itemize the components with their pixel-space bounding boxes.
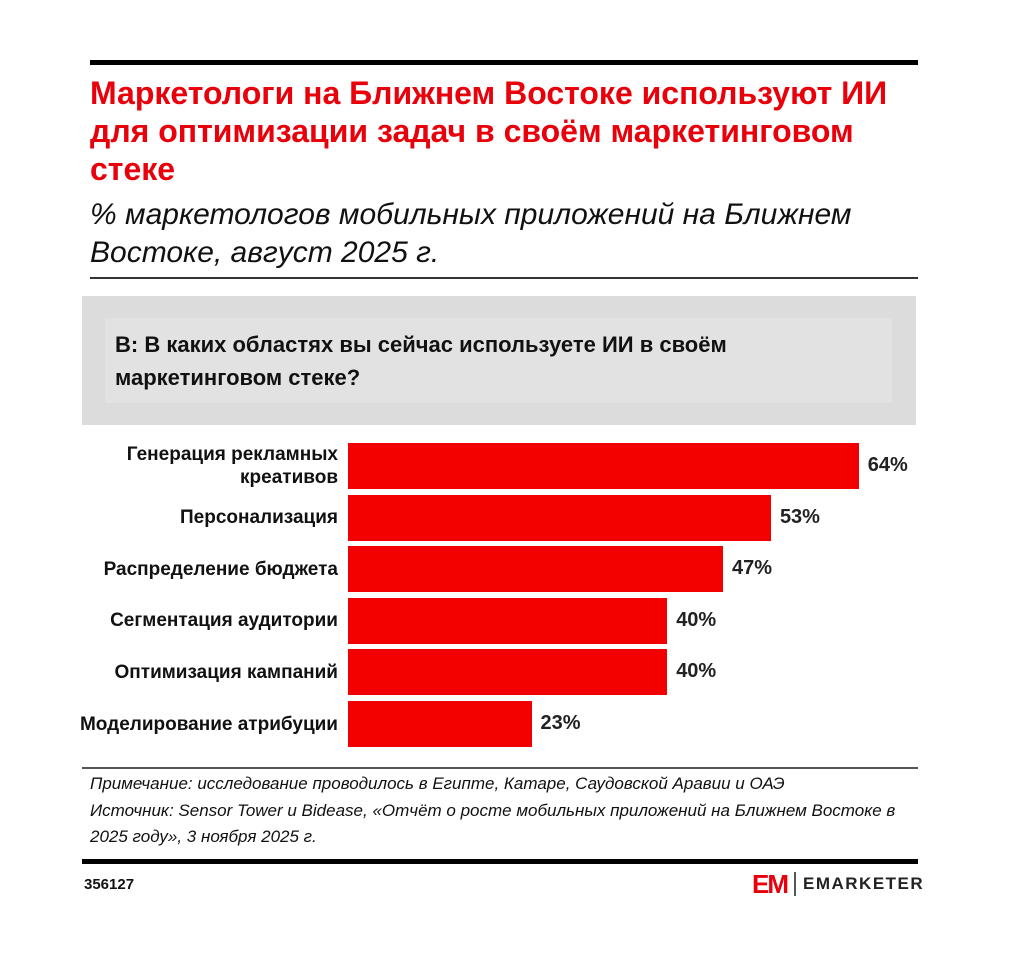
bar — [348, 701, 532, 747]
bar — [348, 597, 668, 644]
value-label: 64% — [867, 454, 908, 476]
bar — [348, 546, 724, 593]
category-label: Сегментация аудитории — [110, 610, 338, 632]
source: Источник: Sensor Tower и Bidease, «Отчёт… — [90, 800, 896, 847]
category-label: Персонализация — [179, 507, 338, 529]
top-rule — [90, 60, 918, 65]
category-label: Распределение бюджета — [103, 558, 338, 580]
divider — [90, 277, 918, 279]
category-label: Оптимизация кампаний — [114, 661, 338, 683]
bar — [348, 494, 771, 541]
survey-question: В: В каких областях вы сейчас использует… — [115, 332, 727, 390]
question-inner — [105, 318, 892, 403]
bottom-rule — [82, 859, 918, 864]
emarketer-logo: EM EMARKETER — [752, 868, 925, 899]
value-label: 23% — [540, 712, 581, 734]
category-label: Генерация рекламных креативов — [126, 444, 338, 488]
bar — [348, 649, 668, 696]
chart-subtitle: % маркетологов мобильных приложений на Б… — [90, 198, 852, 269]
chart-id: 356127 — [84, 876, 135, 893]
value-label: 40% — [676, 608, 717, 631]
chart-title: Маркетологи на Ближнем Востоке использую… — [90, 75, 888, 187]
note: Примечание: исследование проводилось в Е… — [90, 774, 785, 793]
logo-separator — [794, 872, 796, 896]
value-label: 53% — [779, 505, 820, 528]
bar — [348, 443, 859, 489]
divider — [82, 767, 918, 769]
logo-text: EMARKETER — [803, 874, 925, 893]
footnotes: Примечание: исследование проводилось в Е… — [90, 771, 920, 851]
value-label: 40% — [676, 660, 717, 683]
value-label: 47% — [732, 557, 773, 580]
category-label: Моделирование атрибуции — [79, 713, 338, 735]
logo-mark: EM — [752, 868, 789, 899]
